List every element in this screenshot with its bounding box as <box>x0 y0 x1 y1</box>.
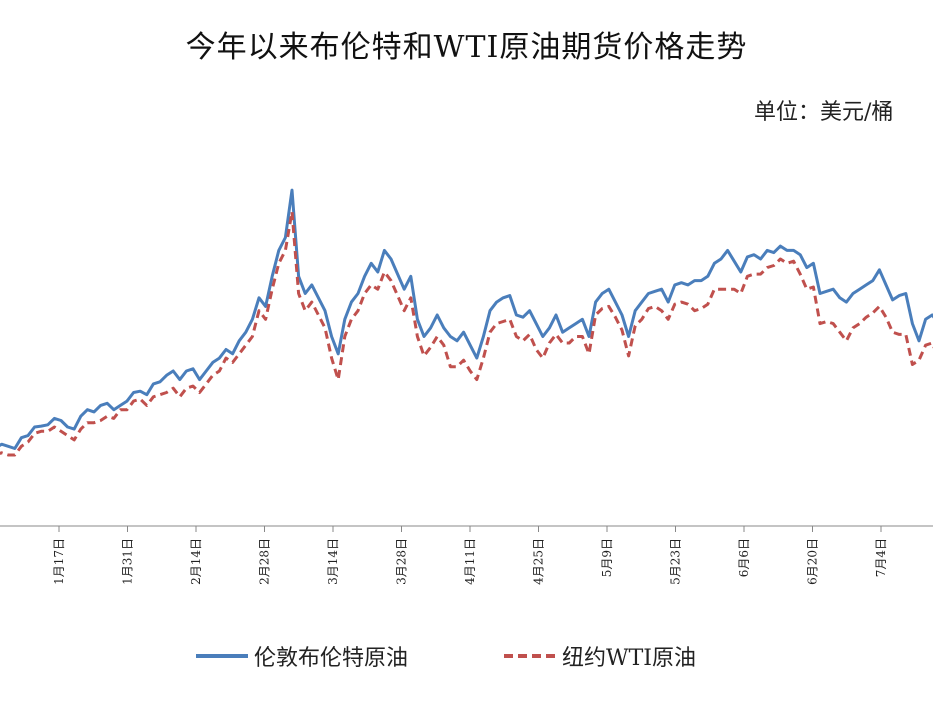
legend-swatch-wti <box>504 654 556 658</box>
x-tick-label: 2月14日 <box>189 538 203 585</box>
x-tick-label: 3月28日 <box>395 538 409 585</box>
x-tick-label: 2月28日 <box>258 538 272 585</box>
unit-label: 单位：美元/桶 <box>754 100 894 125</box>
x-tick-label: 1月17日 <box>52 538 66 585</box>
legend-item-brent: 伦敦布伦特原油 <box>196 640 408 672</box>
x-tick-label: 4月11日 <box>463 538 477 585</box>
x-tick-label: 6月6日 <box>737 538 751 577</box>
x-tick-label: 3月14日 <box>326 538 340 585</box>
legend-label-brent: 伦敦布伦特原油 <box>254 646 409 671</box>
x-tick-label: 7月4日 <box>874 538 888 577</box>
legend-swatch-brent <box>196 654 248 658</box>
x-tick-label: 1月31日 <box>121 538 135 585</box>
x-tick-label: 5月23日 <box>669 538 683 585</box>
brent-price-line <box>0 188 933 450</box>
x-tick-label: 5月9日 <box>600 538 614 577</box>
x-tick-label: 4月25日 <box>532 538 546 585</box>
chart-title: 今年以来布伦特和WTI原油期货价格走势 <box>185 30 748 65</box>
legend-label-wti: 纽约WTI原油 <box>562 646 696 671</box>
legend-item-wti: 纽约WTI原油 <box>504 640 696 672</box>
x-tick-label: 6月20日 <box>806 538 820 585</box>
wti-price-line <box>0 210 933 457</box>
